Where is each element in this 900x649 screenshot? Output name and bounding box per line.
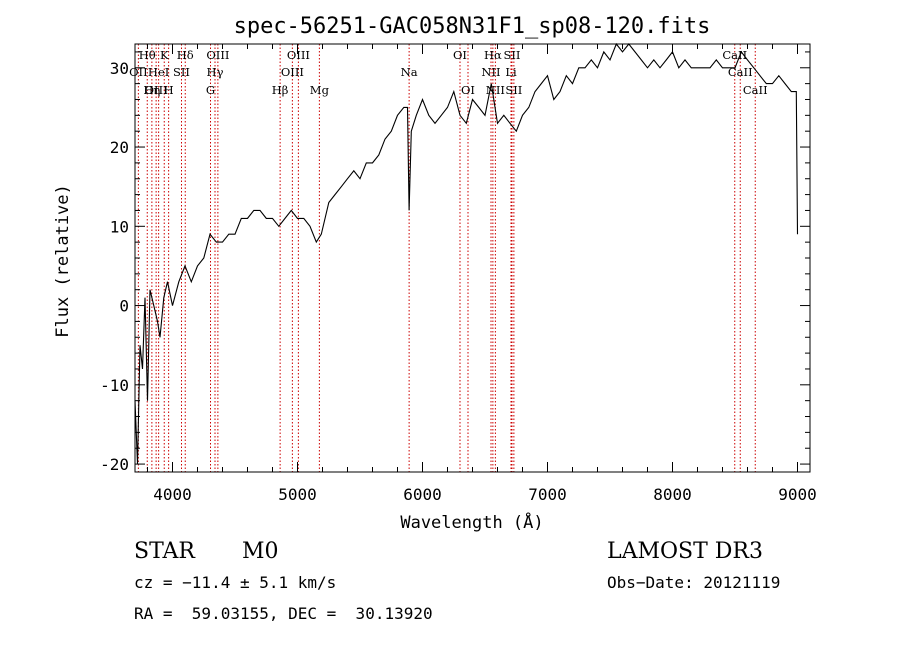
emission-line-label: Hη (143, 83, 160, 97)
y-tick-label: 20 (110, 138, 129, 157)
y-tick-label: -10 (100, 376, 129, 395)
emission-line-label: NII (481, 65, 500, 79)
chart-title: spec-56251-GAC058N31F1_sp08-120.fits (234, 14, 711, 39)
y-tick-label: 10 (110, 217, 129, 236)
emission-line-label: Mg (310, 83, 330, 97)
emission-line-label: OII (129, 65, 148, 79)
emission-line-label: OIII (206, 48, 229, 62)
emission-line-label: OIII (287, 48, 310, 62)
object-class: STAR (134, 539, 195, 564)
emission-line-label: SII (173, 65, 190, 79)
plot-frame (134, 43, 811, 473)
emission-line-markers (137, 44, 756, 472)
emission-line-label: H (164, 83, 174, 97)
emission-line-label: Hθ (139, 48, 156, 62)
emission-line-label: Li (505, 65, 517, 79)
x-axis-label: Wavelength (Å) (400, 511, 543, 533)
redshift-velocity: cz = −11.4 ± 5.1 km/s (134, 573, 337, 592)
x-tick-label: 6000 (403, 485, 442, 504)
emission-line-label: K (160, 48, 169, 62)
coordinates: RA = 59.03155, DEC = 30.13920 (134, 604, 433, 623)
y-tick-label: -20 (100, 455, 129, 474)
x-tick-label: 7000 (528, 485, 567, 504)
survey-name: LAMOST DR3 (607, 539, 763, 564)
object-subclass: M0 (242, 539, 279, 564)
emission-line-label: SII (504, 48, 521, 62)
emission-line-label: HeI (148, 65, 169, 79)
emission-line-label: OI (461, 83, 475, 97)
y-tick-label: 0 (119, 297, 129, 316)
emission-line-label: SII (505, 83, 522, 97)
emission-line-labels: OII Hθ OIII HeI Hη K H SII Hδ G OIII Hγ Hβ OIII OIII Mg… (129, 48, 768, 97)
emission-line-label: CaII (743, 83, 768, 97)
y-axis-label: Flux (relative) (53, 184, 73, 338)
emission-line-label: Hγ (207, 65, 224, 79)
axis-ticks: 4000 5000 6000 7000 8000 9000 -20 -10 0 10 20 30 (100, 44, 817, 504)
emission-line-label: OIII (281, 65, 304, 79)
emission-line-label: CaII (728, 65, 753, 79)
emission-line-label: Hα (484, 48, 502, 62)
emission-line-label: G (206, 83, 215, 97)
y-tick-label: 30 (110, 59, 129, 78)
x-tick-label: 4000 (153, 485, 192, 504)
x-tick-label: 9000 (778, 485, 817, 504)
emission-line-label: Hδ (177, 48, 194, 62)
x-tick-label: 8000 (653, 485, 692, 504)
emission-line-label: OI (453, 48, 467, 62)
x-tick-label: 5000 (278, 485, 317, 504)
emission-line-label: Na (401, 65, 418, 79)
emission-line-label: Hβ (272, 83, 289, 97)
spectrum-line (134, 42, 799, 465)
observation-date: Obs−Date: 20121119 (607, 573, 781, 592)
emission-line-label: OIII (145, 83, 168, 97)
